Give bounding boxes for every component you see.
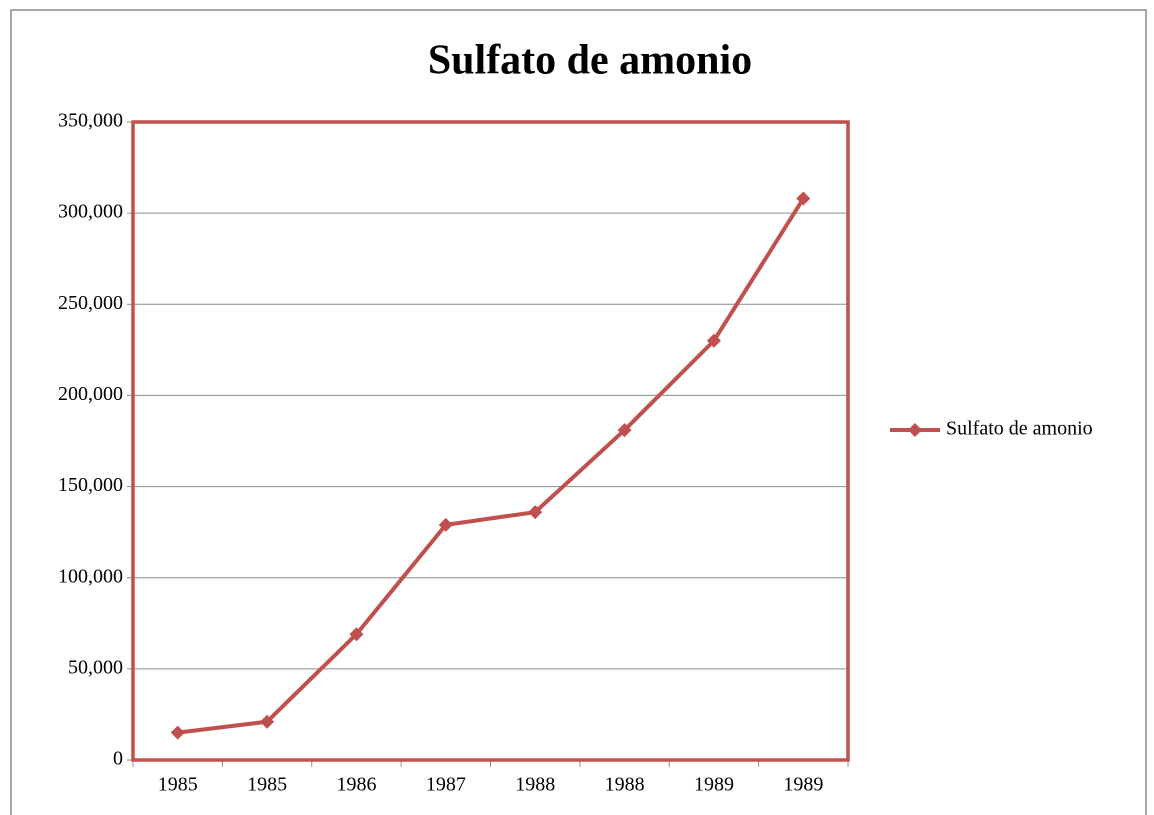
data-point bbox=[260, 714, 275, 729]
y-tick-label: 50,000 bbox=[68, 656, 123, 678]
y-tick-label: 100,000 bbox=[58, 565, 123, 587]
y-tick-label: 300,000 bbox=[58, 201, 123, 223]
data-point bbox=[349, 627, 364, 642]
chart-border bbox=[10, 9, 1147, 815]
x-tick-label: 1988 bbox=[605, 774, 645, 796]
x-tick-label: 1989 bbox=[783, 774, 823, 796]
legend-marker bbox=[908, 423, 922, 437]
legend-label: Sulfato de amonio bbox=[946, 418, 1093, 440]
data-point bbox=[617, 423, 632, 438]
plot-area-border bbox=[131, 120, 850, 762]
data-point bbox=[706, 333, 721, 348]
data-point bbox=[438, 517, 453, 532]
data-point bbox=[170, 725, 185, 740]
series-line bbox=[177, 197, 806, 735]
x-tick-label: 1985 bbox=[158, 774, 198, 796]
x-tick-label: 1986 bbox=[336, 774, 376, 796]
x-tick-label: 1985 bbox=[247, 774, 287, 796]
x-tick-label: 1989 bbox=[694, 774, 734, 796]
x-tick-label: 1988 bbox=[515, 774, 555, 796]
x-tick-label: 1987 bbox=[426, 774, 466, 796]
chart-title: Sulfato de amonio bbox=[428, 38, 752, 84]
y-tick-label: 0 bbox=[113, 748, 123, 770]
data-point bbox=[796, 191, 811, 206]
y-tick-label: 250,000 bbox=[58, 292, 123, 314]
y-tick-label: 200,000 bbox=[58, 383, 123, 405]
data-point bbox=[528, 505, 543, 520]
y-tick-label: 150,000 bbox=[58, 474, 123, 496]
y-tick-label: 350,000 bbox=[58, 110, 123, 132]
